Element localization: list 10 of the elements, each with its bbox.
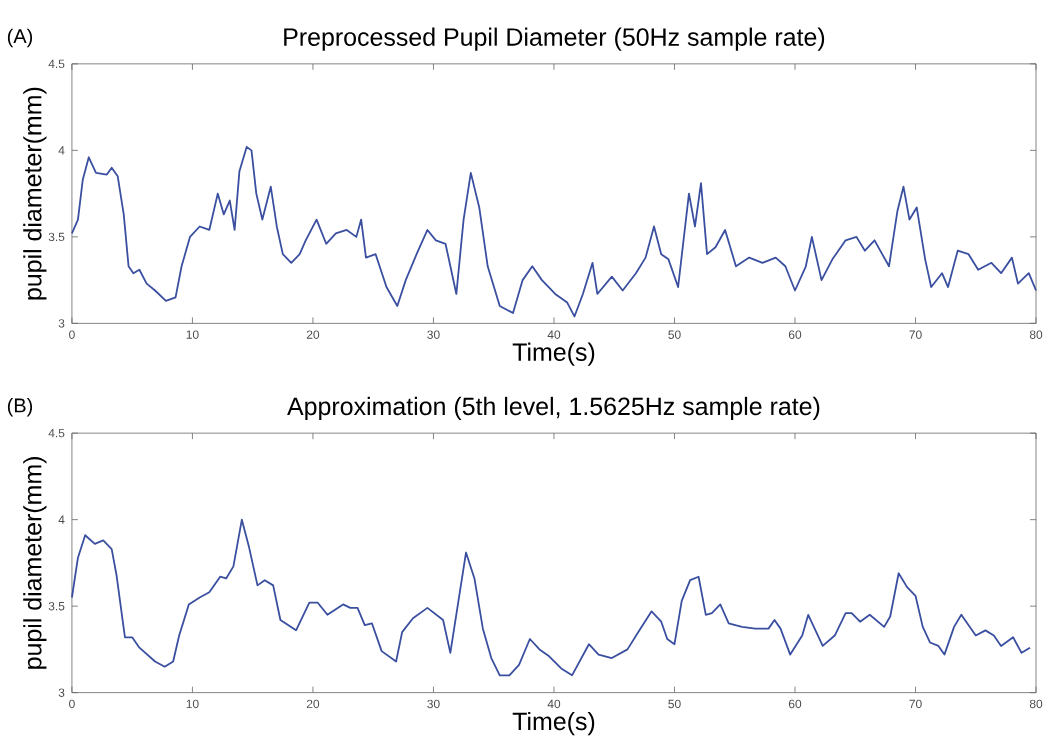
line-series bbox=[71, 145, 1037, 318]
x-axis-title: Time(s) bbox=[512, 342, 595, 366]
y-axis-title: pupil diameter(mm) bbox=[23, 87, 47, 300]
chart-title: Approximation (5th level, 1.5625Hz sample rate) bbox=[287, 396, 820, 420]
y-axis-title: pupil diameter(mm) bbox=[23, 456, 47, 669]
text: (A) bbox=[7, 28, 33, 47]
x-axis-title: Time(s) bbox=[512, 711, 595, 735]
text: (B) bbox=[7, 397, 33, 417]
line-series bbox=[71, 518, 1031, 676]
chart-title: Preprocessed Pupil Diameter (50Hz sample rate) bbox=[284, 27, 825, 51]
